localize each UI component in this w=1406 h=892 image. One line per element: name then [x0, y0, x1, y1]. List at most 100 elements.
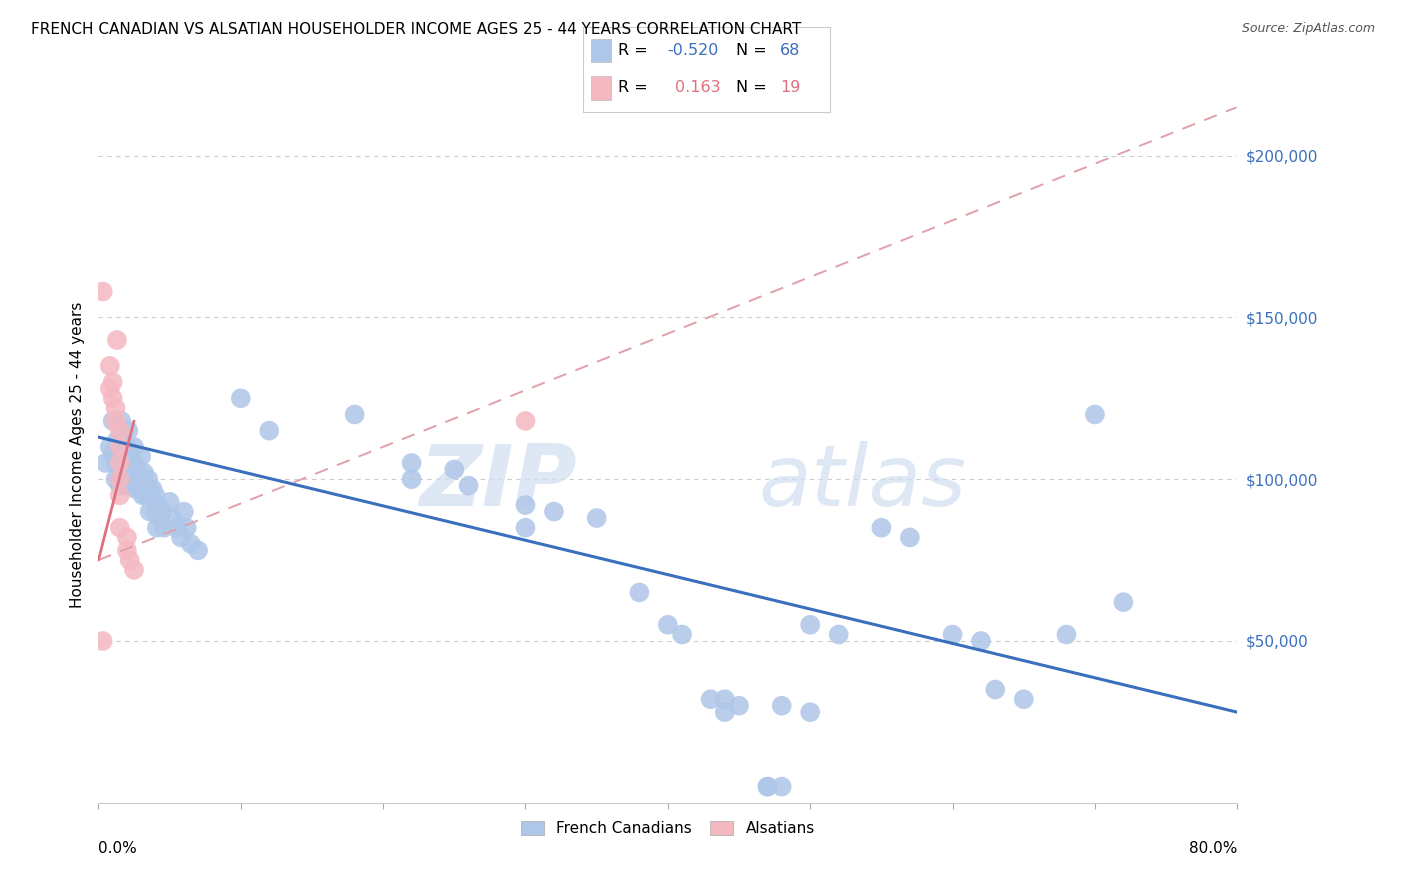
- Point: [443, 462, 465, 476]
- Point: [104, 414, 127, 428]
- Point: [118, 446, 141, 460]
- Point: [1012, 692, 1035, 706]
- Point: [141, 482, 163, 496]
- Point: [145, 504, 167, 518]
- Point: [122, 440, 145, 454]
- Point: [112, 450, 135, 464]
- Point: [942, 627, 965, 641]
- Point: [148, 498, 170, 512]
- Point: [714, 692, 737, 706]
- Text: N =: N =: [737, 43, 772, 58]
- Point: [870, 521, 893, 535]
- Point: [153, 521, 176, 535]
- Point: [176, 521, 198, 535]
- Text: FRENCH CANADIAN VS ALSATIAN HOUSEHOLDER INCOME AGES 25 - 44 YEARS CORRELATION CH: FRENCH CANADIAN VS ALSATIAN HOUSEHOLDER …: [31, 22, 801, 37]
- Point: [108, 446, 131, 460]
- Point: [145, 488, 167, 502]
- Point: [799, 617, 821, 632]
- Point: [98, 440, 121, 454]
- Point: [132, 466, 155, 480]
- Point: [457, 478, 479, 492]
- Point: [101, 392, 124, 406]
- Point: [129, 450, 152, 464]
- Point: [138, 504, 160, 518]
- Text: 0.163: 0.163: [675, 80, 720, 95]
- Point: [229, 392, 252, 406]
- Point: [657, 617, 679, 632]
- Point: [152, 504, 174, 518]
- Point: [118, 478, 141, 492]
- Point: [98, 382, 121, 396]
- Point: [135, 488, 157, 502]
- Point: [984, 682, 1007, 697]
- Text: 0.0%: 0.0%: [98, 841, 138, 856]
- Point: [108, 488, 131, 502]
- Bar: [591, 38, 610, 62]
- Text: atlas: atlas: [759, 442, 967, 524]
- Point: [828, 627, 851, 641]
- Text: ZIP: ZIP: [419, 442, 576, 524]
- Point: [101, 375, 124, 389]
- Point: [108, 440, 131, 454]
- Bar: [591, 76, 610, 100]
- Point: [110, 414, 132, 428]
- Point: [1112, 595, 1135, 609]
- Point: [115, 543, 138, 558]
- Point: [714, 705, 737, 719]
- Text: 68: 68: [780, 43, 800, 58]
- Point: [756, 780, 779, 794]
- Point: [173, 504, 195, 518]
- Point: [515, 414, 537, 428]
- Point: [124, 482, 146, 496]
- Point: [108, 462, 131, 476]
- Point: [131, 488, 153, 502]
- Point: [134, 478, 156, 492]
- Point: [799, 705, 821, 719]
- Text: -0.520: -0.520: [668, 43, 718, 58]
- Point: [187, 543, 209, 558]
- Point: [120, 456, 142, 470]
- Point: [122, 563, 145, 577]
- Point: [115, 478, 138, 492]
- Point: [728, 698, 751, 713]
- Point: [585, 511, 607, 525]
- Point: [259, 424, 281, 438]
- Text: R =: R =: [619, 43, 652, 58]
- Point: [136, 472, 159, 486]
- Point: [159, 495, 181, 509]
- Point: [108, 472, 131, 486]
- Point: [118, 553, 141, 567]
- Point: [117, 424, 139, 438]
- Point: [101, 414, 124, 428]
- Point: [543, 504, 565, 518]
- Point: [515, 521, 537, 535]
- Point: [756, 780, 779, 794]
- Point: [104, 456, 127, 470]
- Point: [122, 472, 145, 486]
- Text: 19: 19: [780, 80, 800, 95]
- Point: [105, 434, 128, 448]
- Point: [125, 462, 148, 476]
- Point: [98, 359, 121, 373]
- Point: [770, 698, 793, 713]
- Point: [180, 537, 202, 551]
- Point: [108, 472, 131, 486]
- Point: [105, 333, 128, 347]
- Point: [671, 627, 693, 641]
- Point: [127, 478, 149, 492]
- Point: [111, 434, 134, 448]
- Point: [1084, 408, 1107, 422]
- Point: [146, 521, 169, 535]
- Point: [115, 456, 138, 470]
- Legend: French Canadians, Alsatians: French Canadians, Alsatians: [513, 814, 823, 844]
- Point: [115, 472, 138, 486]
- Point: [108, 521, 131, 535]
- Point: [115, 531, 138, 545]
- Point: [401, 472, 423, 486]
- Y-axis label: Householder Income Ages 25 - 44 years: Householder Income Ages 25 - 44 years: [69, 301, 84, 608]
- Point: [401, 456, 423, 470]
- Point: [149, 511, 172, 525]
- Point: [699, 692, 721, 706]
- Text: 80.0%: 80.0%: [1189, 841, 1237, 856]
- Point: [101, 446, 124, 460]
